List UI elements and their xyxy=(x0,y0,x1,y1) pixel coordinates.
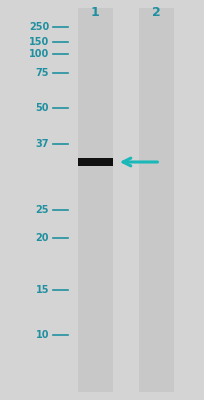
Text: 25: 25 xyxy=(35,205,49,215)
Text: 250: 250 xyxy=(29,22,49,32)
Text: 50: 50 xyxy=(35,103,49,113)
Bar xyxy=(78,8,112,392)
Text: 15: 15 xyxy=(35,285,49,295)
Text: 10: 10 xyxy=(35,330,49,340)
Text: 100: 100 xyxy=(29,49,49,59)
Text: 75: 75 xyxy=(35,68,49,78)
Bar xyxy=(139,8,173,392)
Bar xyxy=(78,158,112,166)
Text: 2: 2 xyxy=(152,6,160,19)
Text: 150: 150 xyxy=(29,37,49,47)
Text: 37: 37 xyxy=(35,139,49,149)
Text: 20: 20 xyxy=(35,232,49,242)
Text: 1: 1 xyxy=(91,6,99,19)
